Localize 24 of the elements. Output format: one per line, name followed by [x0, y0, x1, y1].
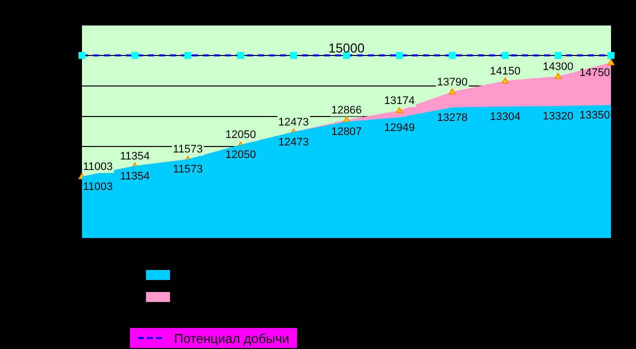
data-label: 12050 — [225, 129, 256, 142]
data-label: 13304 — [490, 111, 520, 124]
data-label: 12050 — [225, 149, 256, 162]
data-label: 13790 — [437, 76, 468, 88]
data-label: 11573 — [172, 164, 203, 176]
data-label: 13320 — [542, 110, 574, 123]
data-label: 12866 — [331, 104, 362, 116]
data-label: 11354 — [120, 170, 150, 182]
data-label: 11003 — [82, 161, 113, 174]
data-label: 12949 — [384, 122, 415, 134]
data-label: 11354 — [120, 150, 150, 162]
data-label: 12807 — [331, 126, 362, 138]
data-label: 12473 — [278, 116, 309, 128]
legend-label: Потенциал добычи — [174, 330, 290, 346]
data-label: 13278 — [437, 112, 468, 124]
data-label: 13350 — [579, 110, 610, 122]
data-label: 13174 — [384, 95, 415, 108]
data-label: 11003 — [82, 181, 113, 194]
data-label: 14750 — [579, 67, 610, 80]
data-label: 11573 — [172, 144, 203, 156]
annotation: 15000 — [328, 40, 365, 56]
data-label: 14300 — [542, 60, 574, 73]
data-label: 12473 — [278, 136, 309, 148]
data-label: 14150 — [490, 65, 520, 78]
